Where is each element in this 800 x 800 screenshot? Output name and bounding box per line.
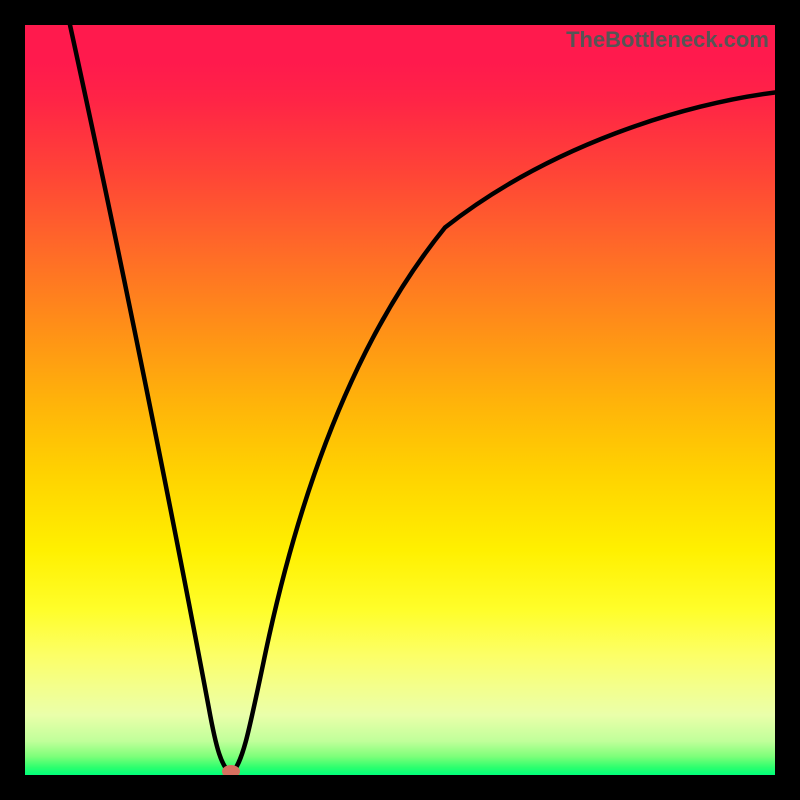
chart-frame: TheBottleneck.com <box>0 0 800 800</box>
vertex-marker <box>222 765 240 775</box>
attribution-label: TheBottleneck.com <box>566 25 775 53</box>
plot-area: TheBottleneck.com <box>25 25 775 775</box>
bottleneck-curve <box>25 25 775 775</box>
